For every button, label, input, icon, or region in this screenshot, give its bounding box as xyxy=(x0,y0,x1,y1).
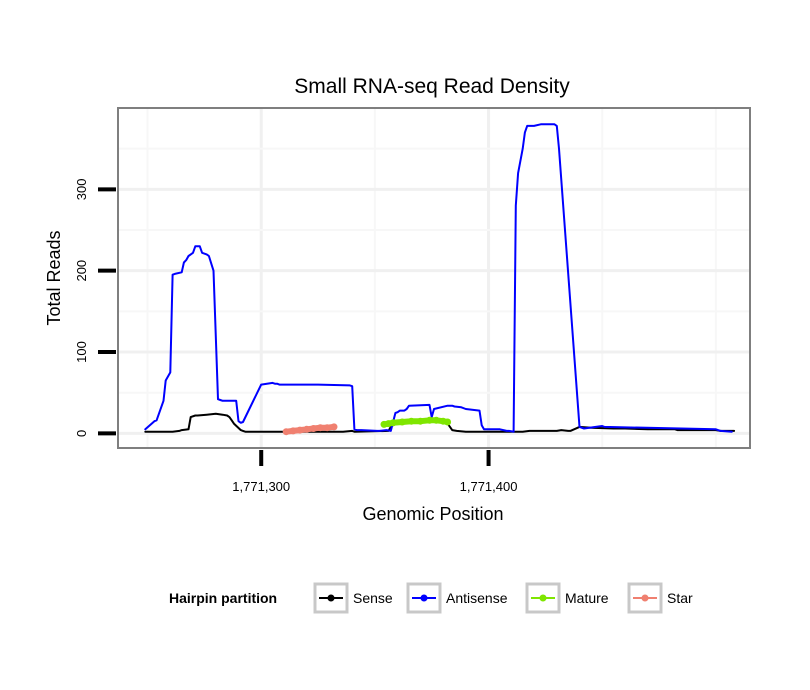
data-point-star xyxy=(303,425,311,433)
chart-title: Small RNA-seq Read Density xyxy=(294,75,570,98)
data-point-mature xyxy=(426,416,433,424)
x-tick-label: 1,771,400 xyxy=(460,479,518,494)
legend-entry-antisense: Antisense xyxy=(406,582,508,614)
data-point-mature xyxy=(416,417,424,425)
data-point-star xyxy=(296,426,304,434)
legend-key-dot xyxy=(539,594,547,602)
data-point-mature xyxy=(398,418,406,426)
y-tick-label: 100 xyxy=(74,341,89,363)
data-point-star xyxy=(289,427,297,435)
series-line-antisense xyxy=(144,123,733,433)
legend: Hairpin partition Sense Antisense Mature St… xyxy=(169,582,693,614)
data-point-star xyxy=(316,424,324,432)
data-point-mature xyxy=(444,418,452,426)
axes: 1,771,300 1,771,400 0 100 200 300 xyxy=(74,178,517,494)
legend-key-dot xyxy=(420,594,428,602)
data-point-star xyxy=(323,424,331,432)
data-point-star xyxy=(330,423,338,431)
series-layer xyxy=(144,123,736,436)
legend-entry-sense: Sense xyxy=(313,582,393,614)
legend-key-dot xyxy=(327,594,335,602)
x-axis-label: Genomic Position xyxy=(362,504,503,524)
y-tick-label: 200 xyxy=(74,260,89,282)
legend-label: Sense xyxy=(353,590,393,606)
legend-entry-star: Star xyxy=(627,582,693,614)
data-point-star xyxy=(282,428,290,436)
legend-label: Antisense xyxy=(446,590,508,606)
legend-entry-mature: Mature xyxy=(525,582,609,614)
data-point-star xyxy=(310,425,317,432)
y-axis-label: Total Reads xyxy=(44,230,64,325)
legend-label: Mature xyxy=(565,590,609,606)
legend-key-dot xyxy=(641,594,649,602)
x-tick-label: 1,771,300 xyxy=(232,479,290,494)
data-point-mature xyxy=(407,417,415,425)
y-tick-label: 300 xyxy=(74,178,89,200)
legend-title: Hairpin partition xyxy=(169,590,277,606)
legend-label: Star xyxy=(667,590,693,606)
plot-panel xyxy=(117,107,751,449)
data-point-mature xyxy=(432,416,440,424)
grid-lines xyxy=(119,109,749,447)
y-tick-label: 0 xyxy=(74,430,89,437)
data-point-mature xyxy=(389,419,397,427)
